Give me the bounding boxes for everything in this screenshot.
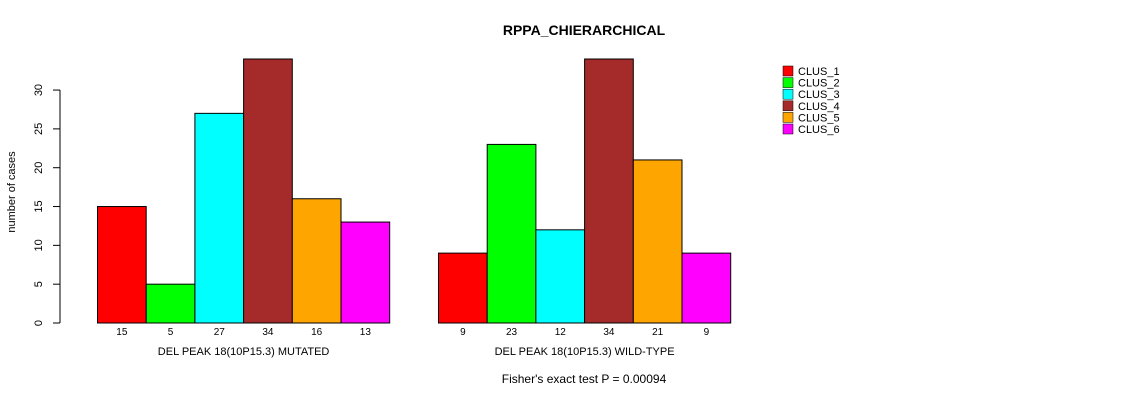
bar-count-label: 34 [262,327,274,338]
legend-swatch [782,65,794,77]
legend-label: CLUS_2 [798,78,840,90]
bars [97,58,732,324]
bar-count-label: 21 [652,327,664,338]
y-tick-label: 5 [33,281,45,287]
legend-label: CLUS_4 [798,101,840,113]
y-axis: 0 5 10 15 20 25 30 [33,84,61,326]
legend-swatch [782,112,794,123]
legend-label: CLUS_3 [798,89,840,101]
legend-label: CLUS_6 [798,124,840,136]
group-label-2: DEL PEAK 18(10P15.3) WILD-TYPE [495,346,675,358]
bar-group2-clus-1 [438,252,488,324]
category-labels: 15 5 27 34 16 13 9 23 12 34 21 9 [116,327,709,338]
bar-group1-clus-4 [243,58,293,324]
bar-group1-clus-3 [194,112,245,324]
bar-group2-clus-3 [535,229,586,324]
y-axis-label: number of cases [6,151,18,233]
y-tick-label: 20 [33,162,45,174]
bar-count-label: 27 [214,327,226,338]
bar-count-label: 13 [360,327,372,338]
chart-title: RPPA_CHIERARCHICAL [503,22,666,38]
legend-label: CLUS_5 [798,112,840,124]
bar-group1-clus-5 [291,198,342,324]
legend-swatch [782,88,794,100]
bar-count-label: 9 [704,327,710,338]
bar-count-label: 9 [460,327,466,338]
y-tick-label: 15 [33,200,45,212]
fisher-test-footnote: Fisher's exact test P = 0.00094 [502,372,667,386]
legend-swatch [782,123,794,135]
bar-group2-clus-6 [681,252,732,324]
bar-count-label: 15 [116,327,128,338]
bar-group2-clus-4 [584,58,634,324]
bar-count-label: 34 [603,327,615,338]
bar-group1-clus-2 [145,283,196,324]
bar-count-label: 5 [168,327,174,338]
y-tick-label: 10 [33,239,45,251]
bar-count-label: 12 [555,327,567,338]
bar-group2-clus-2 [486,143,537,324]
legend-swatch [782,77,794,88]
y-tick-label: 0 [33,320,45,326]
y-tick-label: 25 [33,123,45,135]
bar-group1-clus-1 [97,206,147,324]
bar-group1-clus-6 [340,221,391,324]
group-labels: DEL PEAK 18(10P15.3) MUTATED DEL PEAK 18(… [158,346,675,358]
bar-count-label: 23 [506,327,518,338]
legend-swatch [782,100,794,112]
bar-count-label: 16 [311,327,323,338]
legend-label: CLUS_1 [798,66,840,78]
group-label-1: DEL PEAK 18(10P15.3) MUTATED [158,346,330,358]
y-tick-label: 30 [33,84,45,96]
bar-group2-clus-5 [632,159,683,324]
